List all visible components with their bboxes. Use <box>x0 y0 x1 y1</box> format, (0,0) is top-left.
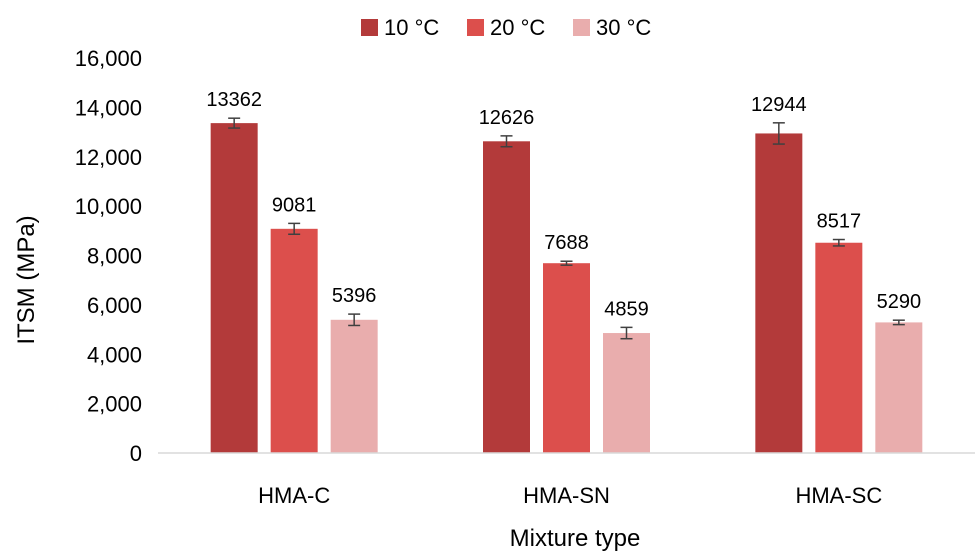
legend-swatch <box>361 19 378 36</box>
data-label: 7688 <box>544 232 589 254</box>
y-axis: 0 2,000 4,000 6,000 8,000 10,000 12,000 14,000 1… <box>75 46 142 466</box>
y-axis-title: ITSM (MPa) <box>13 215 40 344</box>
data-label: 5290 <box>877 291 922 313</box>
y-tick-label: 8,000 <box>87 244 142 269</box>
y-tick-label: 6,000 <box>87 293 142 318</box>
bar <box>603 333 650 453</box>
bars: 13362 9081 5396 12626 7688 4859 12944 8517 5290 <box>206 89 923 454</box>
y-tick-label: 0 <box>130 441 142 466</box>
y-tick-label: 14,000 <box>75 95 142 120</box>
data-label: 8517 <box>817 211 862 233</box>
data-label: 13362 <box>206 89 262 111</box>
x-tick-label: HMA-C <box>258 483 330 508</box>
bar <box>875 322 923 453</box>
legend-label: 30 °C <box>596 15 651 40</box>
bar <box>755 133 803 453</box>
legend-swatch <box>467 19 484 36</box>
y-tick-label: 12,000 <box>75 145 142 170</box>
x-tick-label: HMA-SN <box>523 483 610 508</box>
legend-label: 10 °C <box>384 15 439 40</box>
data-label: 9081 <box>272 194 317 216</box>
data-label: 5396 <box>332 285 377 307</box>
y-tick-label: 4,000 <box>87 342 142 367</box>
legend: 10 °C 20 °C 30 °C <box>361 15 651 40</box>
y-tick-label: 16,000 <box>75 46 142 71</box>
data-label: 12944 <box>751 94 807 116</box>
x-axis-title: Mixture type <box>510 525 641 552</box>
bar <box>483 141 530 453</box>
data-label: 4859 <box>604 298 649 320</box>
x-tick-label: HMA-SC <box>795 483 882 508</box>
bar <box>815 242 863 453</box>
legend-swatch <box>573 19 590 36</box>
legend-label: 20 °C <box>490 15 545 40</box>
y-tick-label: 2,000 <box>87 392 142 417</box>
bar <box>543 263 590 453</box>
x-axis: HMA-C HMA-SN HMA-SC <box>158 452 975 508</box>
bar <box>330 319 378 453</box>
y-tick-label: 10,000 <box>75 194 142 219</box>
data-label: 12626 <box>479 107 535 129</box>
bar <box>270 228 318 453</box>
bar <box>210 123 258 454</box>
